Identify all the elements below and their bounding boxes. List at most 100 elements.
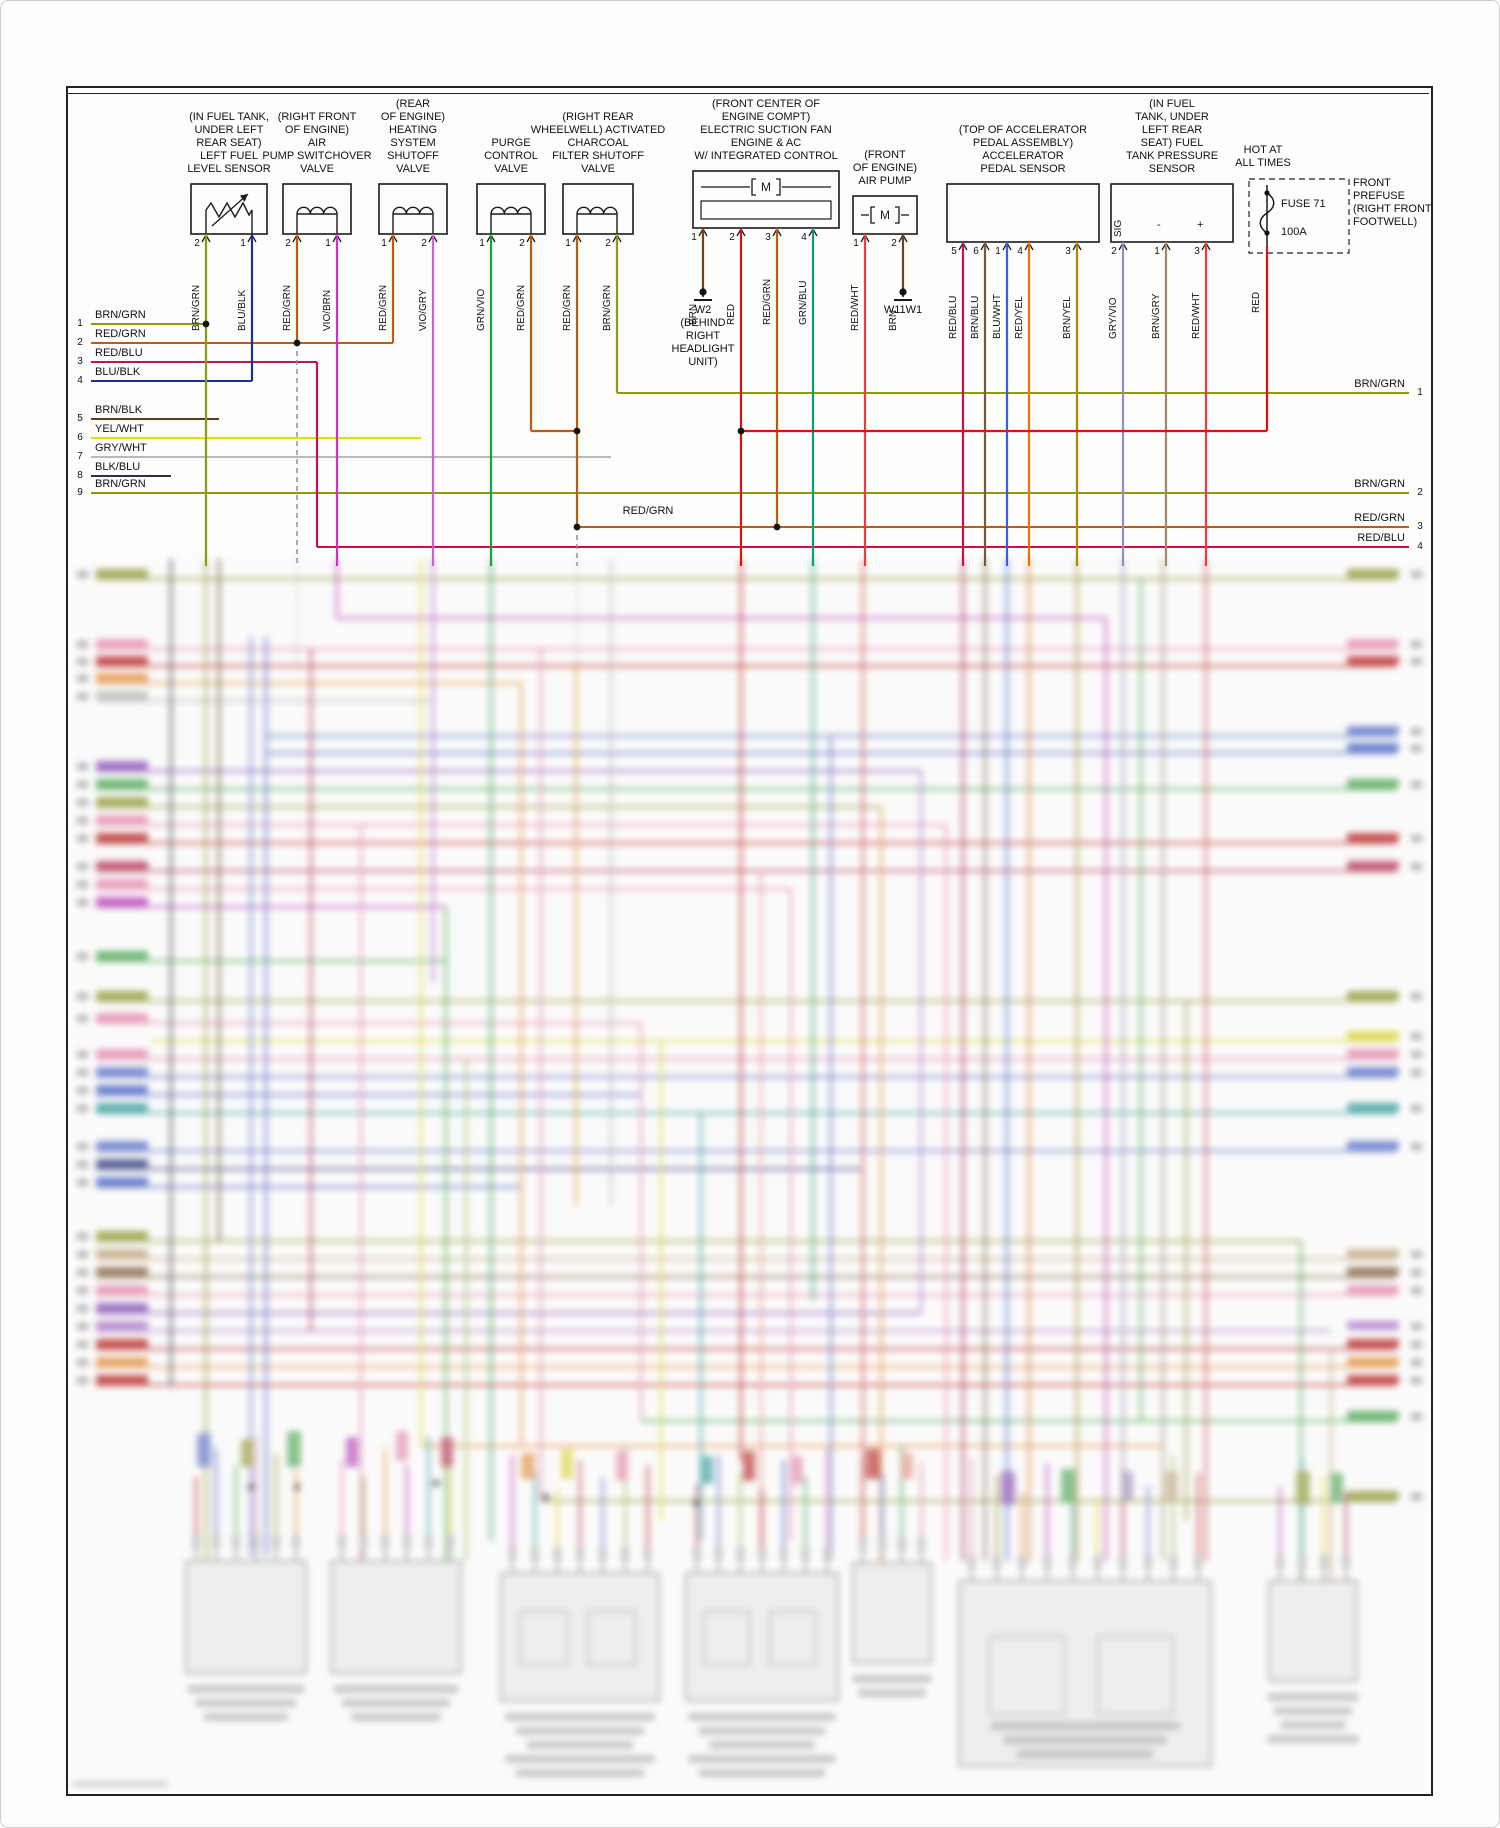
component-caption-line: HEATING — [388, 124, 438, 136]
motor-bracket — [870, 206, 875, 224]
component-box — [476, 183, 546, 235]
blur-label-chip — [96, 1249, 148, 1258]
watermark-blur-bar — [73, 1781, 168, 1787]
hot-label-line: ALL TIMES — [1235, 157, 1291, 169]
blur-label-number — [77, 781, 88, 788]
blur-label-number — [1411, 728, 1422, 735]
blur-label-number — [77, 1269, 88, 1276]
blur-label-number — [1411, 641, 1422, 648]
component-caption-line: PUMP SWITCHOVER — [262, 150, 372, 162]
coil-symbol — [392, 206, 434, 215]
blur-label-number — [1411, 1323, 1422, 1330]
pressure-sig-label: SIG — [1113, 219, 1124, 237]
blur-label-chip — [1347, 726, 1399, 735]
component-caption-line: SHUTOFF — [387, 150, 439, 162]
pin-number: 1 — [479, 238, 485, 249]
component-box — [190, 183, 268, 235]
blur-label-number — [77, 1305, 88, 1312]
blur-label-chip — [96, 1067, 148, 1076]
component-caption: (IN FUEL TANK, UNDER LEFT REAR SEAT) FUEL TA… — [1092, 98, 1252, 176]
coil-symbol — [490, 206, 532, 215]
blur-label-chip — [96, 1375, 148, 1384]
pin-wire-color-label: VIO/GRY — [418, 289, 429, 332]
left-wire-number: 9 — [77, 487, 83, 498]
blur-label-number — [1411, 993, 1422, 1000]
blur-label-chip — [96, 815, 148, 824]
blur-label-number — [77, 1143, 88, 1150]
pin-wire-color-label: RED/YEL — [1014, 296, 1025, 339]
coil-symbol — [296, 206, 338, 215]
component-caption-line: PURGE — [491, 137, 531, 149]
coil-symbol — [576, 206, 618, 215]
pin-number: 3 — [765, 232, 771, 243]
motor-symbol: M — [761, 180, 771, 194]
blur-label-number — [77, 863, 88, 870]
component-caption-line: CONTROL — [484, 150, 538, 162]
blur-label-chip — [1347, 833, 1399, 842]
component-caption-line: (FRONT CENTER OF — [712, 98, 820, 110]
left-wire-number: 2 — [77, 337, 83, 348]
blur-label-number — [77, 1069, 88, 1076]
component-caption: (REAR OF ENGINE) HEATING SYSTEM SHUTOFF VALVE — [333, 98, 493, 176]
pin-wire-color-label: BRN/GRN — [191, 284, 202, 331]
blur-label-chip — [96, 1285, 148, 1294]
blur-label-chip — [96, 1177, 148, 1186]
blur-label-chip — [1347, 1049, 1399, 1058]
left-wire-number: 6 — [77, 432, 83, 443]
left-wire-number: 3 — [77, 356, 83, 367]
blur-label-number — [1411, 781, 1422, 788]
prefuse-location-line: (RIGHT FRONT — [1353, 203, 1432, 215]
blur-label-chip — [1347, 1339, 1399, 1348]
blur-label-chip — [96, 1267, 148, 1276]
pin-wire-color-label: RED/GRN — [378, 284, 389, 331]
pin-number: 6 — [973, 246, 979, 257]
fuse-rating: 100A — [1281, 226, 1307, 238]
pin-wire-color-label: BRN/GRY — [1151, 293, 1162, 339]
ground-location-line: RIGHT — [685, 330, 721, 342]
component-caption-line: SYSTEM — [390, 137, 436, 149]
component-caption-line: LEFT REAR — [1141, 124, 1203, 136]
blur-label-number — [1411, 835, 1422, 842]
motor-symbol: M — [880, 208, 890, 222]
blur-label-chip — [1347, 569, 1399, 578]
component-caption-line: VALVE — [300, 163, 334, 175]
blur-label-chip — [1347, 1411, 1399, 1420]
pin-number: 5 — [951, 246, 957, 257]
blur-label-chip — [96, 761, 148, 770]
pin-number: 1 — [691, 232, 697, 243]
ground-location-line: UNIT) — [688, 356, 718, 368]
blur-label-number — [77, 817, 88, 824]
left-wire-number: 7 — [77, 451, 83, 462]
blur-label-chip — [96, 1231, 148, 1240]
blur-label-number — [77, 1377, 88, 1384]
blur-label-number — [1411, 1287, 1422, 1294]
ground-location-line: HEADLIGHT — [671, 343, 735, 355]
blur-label-chip — [1347, 1357, 1399, 1366]
left-wire-label: BRN/GRN — [95, 309, 146, 321]
prefuse-location-label: FRONT PREFUSE (RIGHT FRONT FOOTWELL) — [1353, 177, 1437, 229]
blur-label-chip — [96, 569, 148, 578]
component-caption-line: ELECTRIC SUCTION FAN — [700, 124, 832, 136]
blur-label-chip — [1347, 1491, 1399, 1500]
blur-label-chip — [1347, 743, 1399, 752]
component-box — [852, 195, 918, 235]
component-caption: (RIGHT FRONT OF ENGINE) AIR PUMP SWITCHOVER… — [237, 111, 397, 176]
ground-label: W11W1 — [843, 304, 963, 317]
right-wire-number: 2 — [1417, 487, 1423, 498]
wiper-arrow — [211, 193, 249, 227]
pin-wire-color-label: RED/BLU — [948, 295, 959, 339]
left-wire-label: RED/GRN — [95, 328, 146, 340]
blur-label-chip — [1347, 639, 1399, 648]
junction-dot — [773, 523, 781, 531]
blur-label-number — [77, 693, 88, 700]
pin-number: 2 — [421, 238, 427, 249]
blur-label-chip — [96, 1103, 148, 1112]
component-caption: (IN FUEL TANK, UNDER LEFT REAR SEAT) LEFT F… — [149, 111, 309, 176]
blur-label-number — [77, 1015, 88, 1022]
blur-label-number — [1411, 571, 1422, 578]
component-caption-line: FILTER SHUTOFF — [552, 150, 644, 162]
pin-wire-color-label: RED/WHT — [1191, 292, 1202, 339]
ground-location-line: (BEHIND — [680, 317, 726, 329]
component-caption-line: (REAR — [395, 98, 431, 110]
